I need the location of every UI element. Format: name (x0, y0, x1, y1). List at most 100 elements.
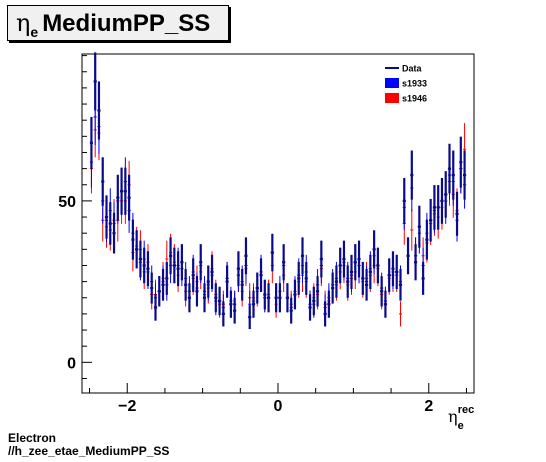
data-point-Data (142, 247, 146, 284)
data-point-Data (202, 283, 207, 313)
data-point-Data (304, 261, 308, 295)
series-s1933 (89, 88, 467, 321)
title-subscript: e (30, 24, 39, 40)
x-tick-label: 0 (274, 398, 283, 415)
data-point-Data (391, 251, 395, 287)
data-point-Data (146, 251, 150, 287)
data-point-Data (349, 254, 354, 290)
data-point-Data (402, 177, 406, 224)
data-point-Data (319, 240, 323, 278)
x-axis-title: ηe rec (448, 404, 474, 432)
x-tick-label: −2 (118, 398, 136, 415)
data-point-Data (436, 185, 440, 230)
data-point-Data (331, 272, 335, 304)
data-point-Data (361, 261, 365, 295)
data-point-Data (97, 81, 101, 140)
data-point-Data (444, 171, 448, 218)
footer-line-1: Electron (8, 431, 57, 445)
data-point-Data (327, 290, 331, 318)
legend-swatch (385, 93, 399, 103)
data-point-Data (104, 195, 109, 239)
legend-item-s1946: s1946 (385, 93, 427, 104)
data-point-Data (297, 261, 301, 295)
data-point-Data (398, 269, 403, 301)
data-point-Data (259, 258, 263, 292)
data-point-Data (135, 230, 139, 269)
data-point-Data (251, 290, 256, 318)
data-point-Data (221, 301, 225, 327)
data-point-Data (112, 212, 116, 254)
data-point-Data (387, 258, 391, 292)
data-point-Data (440, 177, 444, 224)
data-point-Data (285, 283, 290, 313)
data-point-Data (165, 261, 169, 295)
data-point-Data (413, 244, 418, 281)
data-point-Data (184, 269, 188, 301)
title-box: ηe MediumPP_SS (7, 5, 229, 41)
data-point-Data (368, 254, 372, 290)
data-point-Data (191, 258, 195, 292)
data-point-Data (432, 185, 437, 230)
data-point-Data (421, 261, 425, 295)
footer: Electron //h_zee_etae_MediumPP_SS (8, 432, 169, 458)
data-point-Data (455, 191, 459, 236)
y-axis-ticks: 0 50 (58, 55, 92, 379)
data-point-Data (150, 272, 154, 304)
data-point-Data (240, 269, 244, 301)
data-point-Data (89, 116, 94, 169)
data-point-Data (187, 283, 192, 313)
data-point-Data (459, 136, 463, 188)
data-point-Data (425, 219, 429, 260)
data-point-Data (447, 143, 452, 194)
data-point-Data (225, 265, 229, 298)
data-point-Data (353, 244, 357, 281)
data-point-Data (289, 297, 293, 324)
series-layer (89, 52, 467, 330)
y-tick-label: 0 (67, 355, 76, 372)
data-point-Data (334, 265, 339, 298)
data-point-Data (108, 202, 112, 245)
x-title-eta: η (448, 407, 458, 426)
data-point-Data (346, 265, 350, 298)
data-point-s1946 (410, 209, 414, 251)
series-Data (89, 52, 467, 330)
x-title-superscript: rec (457, 404, 475, 416)
legend: Data s1933 s1946 (385, 64, 427, 104)
data-point-Data (233, 297, 237, 324)
x-tick-label: 2 (424, 398, 433, 415)
series-s1946 (89, 102, 467, 327)
y-tick-label: 50 (58, 194, 76, 211)
data-point-Data (180, 244, 184, 281)
title-eta: η (16, 9, 31, 37)
data-point-Data (248, 305, 252, 330)
data-point-Data (395, 254, 399, 290)
data-point-Data (274, 283, 278, 313)
data-point-Data (168, 237, 173, 275)
data-point-Data (172, 247, 176, 284)
data-point-Data (376, 247, 380, 284)
footer-line-2: //h_zee_etae_MediumPP_SS (8, 444, 170, 458)
data-point-Data (199, 244, 203, 281)
data-point-Data (131, 219, 135, 260)
data-point-Data (282, 244, 286, 281)
data-point-Data (116, 174, 120, 221)
data-point-Data (93, 52, 97, 111)
data-point-Data (119, 167, 124, 215)
data-point-Data (217, 286, 222, 316)
legend-item-s1933: s1933 (385, 78, 427, 89)
data-point-Data (244, 237, 248, 275)
data-point-Data (263, 279, 267, 310)
data-point-Data (229, 290, 233, 318)
data-point-Data (410, 150, 414, 200)
legend-label: s1946 (402, 94, 427, 104)
data-point-Data (380, 276, 384, 307)
data-point-Data (342, 240, 346, 278)
data-point-Data (210, 254, 214, 290)
data-point-Data (406, 237, 410, 275)
legend-swatch (385, 78, 399, 88)
data-point-Data (138, 240, 143, 278)
data-point-Data (383, 290, 388, 318)
data-point-Data (315, 276, 320, 307)
data-point-Data (300, 237, 305, 275)
data-point-Data (255, 272, 259, 304)
